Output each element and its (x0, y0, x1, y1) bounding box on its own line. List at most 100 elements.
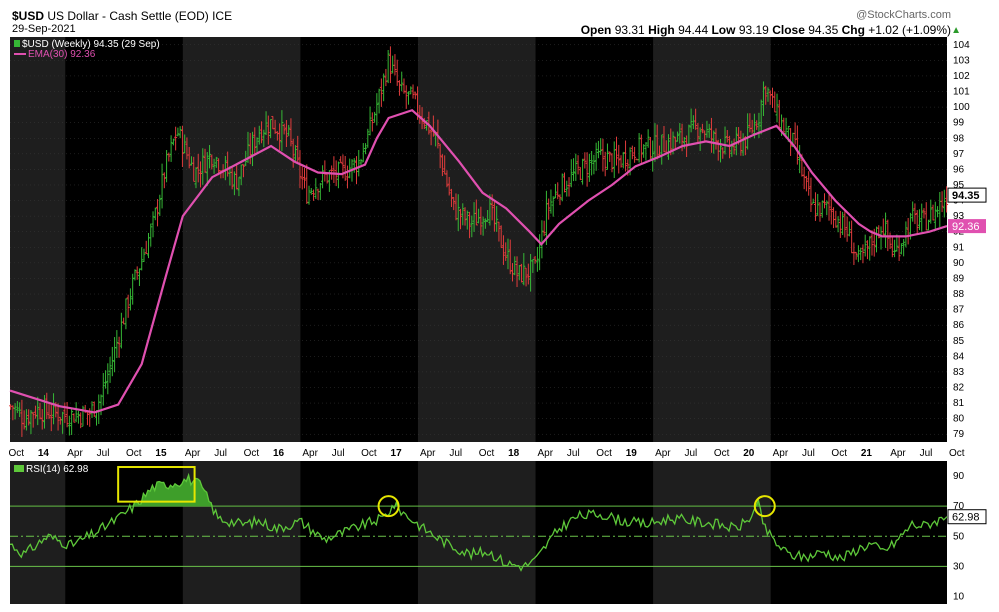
x-tick-label: Apr (67, 448, 83, 459)
chart-title: $USD US Dollar - Cash Settle (EOD) ICE (12, 9, 232, 23)
x-tick-label: Oct (479, 448, 495, 459)
x-tick-label: Jul (684, 448, 697, 459)
highlight-circle (753, 495, 776, 518)
symbol-label: $USD (12, 9, 45, 23)
low-label: Low (711, 23, 736, 37)
x-tick-label: Oct (361, 448, 377, 459)
low-value: 93.19 (738, 23, 769, 37)
price-tick-label: 83 (953, 367, 965, 378)
rsi-overbought-fill (10, 475, 947, 507)
rsi-tick-label: 30 (953, 561, 965, 572)
year-band (10, 37, 66, 442)
x-tick-label: 20 (743, 448, 755, 459)
ema-legend-label: EMA(30) 92.36 (28, 49, 96, 60)
year-band (182, 37, 301, 442)
x-tick-label: Jul (97, 448, 110, 459)
x-tick-label: Oct (714, 448, 730, 459)
x-tick-label: Oct (8, 448, 24, 459)
quote-summary: Open 93.31 High 94.44 Low 93.19 Close 94… (581, 23, 951, 37)
price-tick-label: 88 (953, 289, 965, 300)
x-tick-label: Jul (802, 448, 815, 459)
up-arrow-icon: ▲ (951, 25, 961, 36)
price-tick-label: 79 (953, 429, 965, 440)
price-tick-label: 98 (953, 133, 965, 144)
price-tick-label: 97 (953, 149, 965, 160)
price-tick-label: 82 (953, 382, 965, 393)
x-tick-label: Oct (596, 448, 612, 459)
price-tick-label: 81 (953, 398, 965, 409)
last-price-tag (947, 187, 987, 203)
rsi-tick-label: 10 (953, 591, 965, 602)
rsi-legend-label: RSI(14) 62.98 (26, 464, 89, 475)
x-tick-label: Apr (773, 448, 789, 459)
x-tick-label: Oct (126, 448, 142, 459)
price-tick-label: 80 (953, 414, 965, 425)
price-tick-label: 99 (953, 118, 965, 129)
ema-value-label: 92.36 (952, 221, 980, 233)
x-tick-label: Apr (185, 448, 201, 459)
exchange-label: ICE (212, 9, 233, 23)
x-tick-label: Apr (538, 448, 554, 459)
price-tick-label: 85 (953, 336, 965, 347)
open-label: Open (580, 23, 612, 37)
x-tick-label: 18 (508, 448, 520, 459)
x-tick-label: Jul (332, 448, 345, 459)
x-tick-label: Apr (420, 448, 436, 459)
rsi-tick-label: 70 (953, 501, 965, 512)
highlight-circle (377, 495, 400, 518)
x-tick-label: 16 (273, 448, 285, 459)
ema-line (9, 108, 948, 414)
x-tick-label: Apr (302, 448, 318, 459)
year-band (182, 461, 301, 604)
price-tick-label: 101 (953, 87, 970, 98)
last-price-label: 94.35 (952, 190, 980, 202)
x-tick-label: 17 (391, 448, 403, 459)
high-value: 94.44 (678, 23, 709, 37)
x-tick-label: Oct (831, 448, 847, 459)
x-tick-label: Jul (214, 448, 227, 459)
price-tick-label: 102 (953, 71, 970, 82)
x-tick-label: Jul (920, 448, 933, 459)
change-value: +1.02 (+1.09%) (868, 23, 951, 37)
chart-date: 29-Sep-2021 (12, 23, 76, 35)
instrument-name: US Dollar - Cash Settle (EOD) (47, 9, 209, 23)
open-value: 93.31 (614, 23, 645, 37)
price-tick-label: 93 (953, 211, 965, 222)
ema-value-tag (948, 219, 986, 234)
close-value: 94.35 (808, 23, 839, 37)
stockcharts-watermark: @StockCharts.com (856, 9, 951, 21)
price-tick-label: 86 (953, 320, 965, 331)
price-tick-label: 84 (953, 351, 965, 362)
x-tick-label: Apr (655, 448, 671, 459)
highlight-rectangle (117, 466, 196, 503)
price-tick-label: 89 (953, 273, 965, 284)
price-tick-label: 103 (953, 55, 970, 66)
price-tick-label: 90 (953, 258, 965, 269)
year-band (653, 461, 771, 604)
year-band (417, 461, 536, 604)
x-tick-label: Apr (890, 448, 906, 459)
x-tick-label: 19 (626, 448, 638, 459)
price-legend-label: $USD (Weekly) 94.35 (29 Sep) (22, 39, 160, 50)
price-tick-label: 104 (953, 40, 970, 51)
x-tick-label: 21 (861, 448, 873, 459)
year-band (417, 37, 536, 442)
change-label: Chg (841, 23, 865, 37)
x-tick-label: 14 (38, 448, 50, 459)
price-tick-label: 95 (953, 180, 965, 191)
rsi-tick-label: 50 (953, 531, 965, 542)
rsi-value-tag (947, 509, 987, 525)
rsi-legend-swatch (14, 465, 24, 472)
price-tick-label: 87 (953, 305, 965, 316)
price-tick-label: 91 (953, 242, 965, 253)
rsi-line (9, 472, 948, 572)
year-band (10, 461, 66, 604)
x-tick-label: 15 (155, 448, 167, 459)
rsi-tick-label: 90 (953, 471, 965, 482)
x-tick-label: Jul (449, 448, 462, 459)
price-legend-swatch (14, 40, 20, 47)
close-label: Close (772, 23, 805, 37)
x-tick-label: Oct (244, 448, 260, 459)
